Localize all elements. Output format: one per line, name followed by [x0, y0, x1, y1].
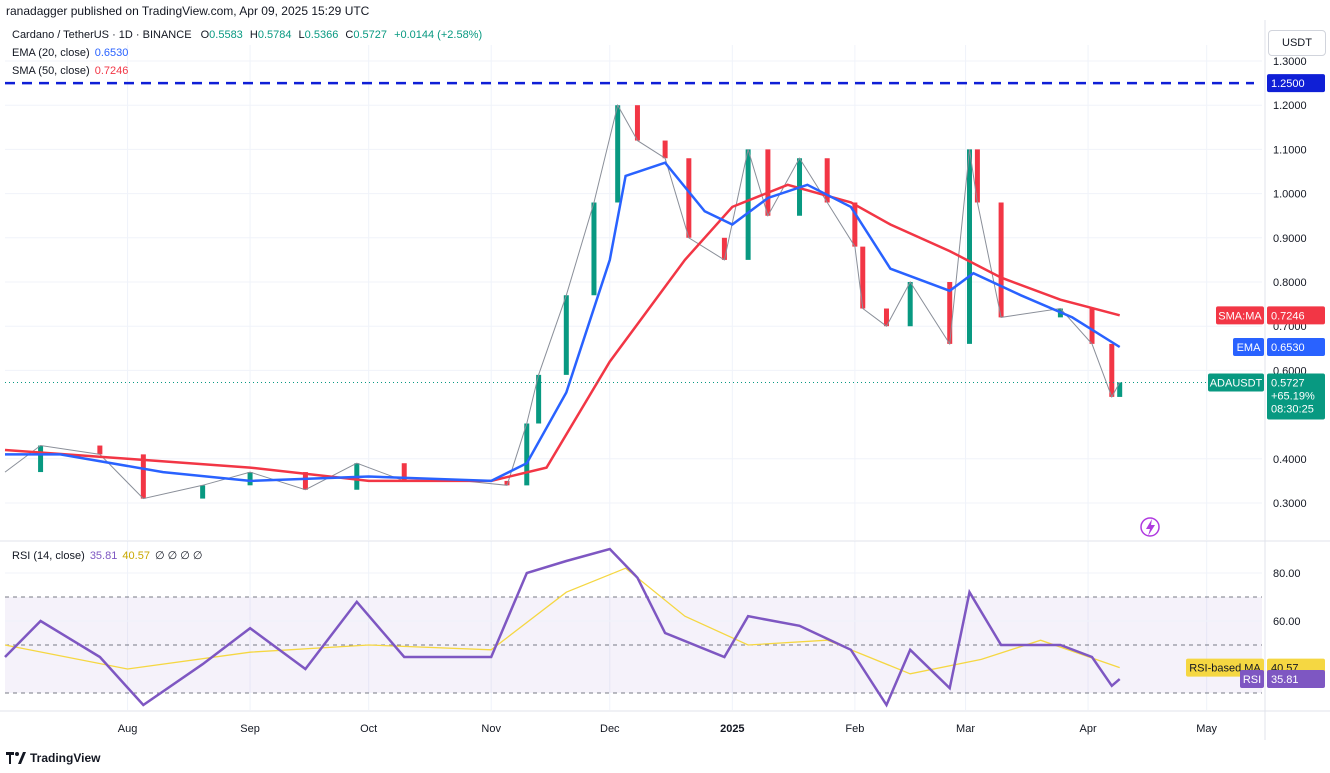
- price-tick-label: 1.1000: [1273, 144, 1307, 156]
- time-tick-label: May: [1196, 723, 1217, 735]
- time-tick-label: Mar: [956, 723, 975, 735]
- percent-change-value: +65.19%: [1271, 390, 1315, 402]
- tradingview-logo[interactable]: TradingView: [6, 751, 100, 765]
- sma-legend[interactable]: SMA (50, close) 0.7246: [12, 65, 128, 77]
- price-close-line: [4, 103, 1121, 500]
- ema-axis-value-bg: [1267, 337, 1325, 356]
- time-tick-label: Nov: [481, 723, 501, 735]
- sma-axis-tag-bg: [1216, 306, 1264, 325]
- bar-countdown: 08:30:25: [1271, 403, 1314, 415]
- open-label: O: [200, 29, 210, 41]
- price-tick-label: 1.2000: [1273, 100, 1307, 112]
- price-pane: [5, 45, 1262, 540]
- rsi-ma-value: 40.57: [122, 550, 150, 562]
- price-tick-label: 1.0000: [1273, 189, 1307, 201]
- footer-brand: TradingView: [30, 751, 101, 765]
- high-value: 0.5784: [257, 29, 292, 41]
- low-label: L: [298, 29, 305, 41]
- ema-label: EMA (20, close): [12, 47, 90, 59]
- time-tick-label: Aug: [118, 723, 138, 735]
- resistance-price-label-bg: [1267, 74, 1325, 93]
- time-tick-label: 2025: [720, 723, 744, 735]
- price-tick-label: 1.3000: [1273, 56, 1307, 68]
- close-value: 0.5727: [353, 29, 387, 41]
- price-tick-label: 0.4000: [1273, 454, 1307, 466]
- lightning-icon-ring: [1140, 517, 1160, 537]
- ema-line: [5, 161, 1121, 483]
- open-value: 0.5583: [209, 29, 243, 41]
- price-tick-label: 0.9000: [1273, 233, 1307, 245]
- close-label: C: [345, 29, 354, 41]
- lightning-icon[interactable]: [1140, 517, 1160, 537]
- ema-legend[interactable]: EMA (20, close) 0.6530: [12, 47, 128, 59]
- rsi-tick-label: 80.00: [1273, 568, 1301, 580]
- price-tick-label: 0.8000: [1273, 277, 1307, 289]
- currency-unit-button[interactable]: USDT: [1268, 30, 1326, 56]
- ema-axis-tag: EMA: [1237, 342, 1262, 354]
- ema-value: 0.6530: [94, 47, 129, 59]
- tradingview-logo-icon: [6, 752, 26, 764]
- rsi-value: 35.81: [89, 550, 118, 562]
- price-axis-block: [1267, 373, 1325, 420]
- rsi-legend[interactable]: RSI (14, close) 35.81 40.57 ∅ ∅ ∅ ∅: [12, 549, 203, 562]
- rsi-band: [5, 597, 1262, 693]
- high-label: H: [249, 29, 258, 41]
- rsi-line: [4, 547, 1121, 708]
- low-value: 0.5366: [304, 29, 339, 41]
- rsi-axis-value-bg: [1267, 670, 1325, 689]
- rsi-axis-tag: RSI: [1243, 674, 1261, 686]
- time-tick-label: Apr: [1080, 723, 1097, 735]
- ema-axis-tag-bg: [1233, 337, 1264, 356]
- sma-line: [4, 183, 1121, 483]
- sma-axis-value: 0.7246: [1271, 310, 1305, 322]
- time-tick-label: Dec: [600, 723, 620, 735]
- rsi-tick-label: 60.00: [1273, 616, 1301, 628]
- sma-label: SMA (50, close): [12, 65, 90, 77]
- sma-value: 0.7246: [94, 65, 129, 77]
- price-tick-label: 0.3000: [1273, 498, 1307, 510]
- change-value: +0.0144 (+2.58%): [394, 29, 483, 41]
- publisher-header: ranadagger published on TradingView.com,…: [6, 4, 370, 18]
- lightning-icon-bolt: [1146, 519, 1155, 536]
- symbol-axis-tag: ADAUSDT: [1210, 377, 1263, 389]
- symbol-axis-tag-bg: [1208, 373, 1264, 392]
- time-tick-label: Feb: [845, 723, 864, 735]
- symbol-title: Cardano / TetherUS · 1D · BINANCE: [12, 29, 192, 41]
- rsi-axis-value: 35.81: [1271, 674, 1299, 686]
- rsi-extra-values: ∅ ∅ ∅ ∅: [155, 550, 203, 562]
- sma-axis-value-bg: [1267, 306, 1325, 325]
- rsi-ma-line: [4, 567, 1120, 675]
- time-tick-label: Sep: [240, 723, 260, 735]
- resistance-price-label: 1.2500: [1271, 78, 1305, 90]
- symbol-legend: Cardano / TetherUS · 1D · BINANCE O0.558…: [12, 29, 482, 41]
- last-price-value: 0.5727: [1271, 377, 1305, 389]
- ema-axis-value: 0.6530: [1271, 342, 1305, 354]
- rsi-label: RSI (14, close): [12, 550, 85, 562]
- time-tick-label: Oct: [360, 723, 377, 735]
- rsi-axis-tag-bg: [1240, 670, 1264, 689]
- sma-axis-tag: SMA:MA: [1218, 310, 1262, 322]
